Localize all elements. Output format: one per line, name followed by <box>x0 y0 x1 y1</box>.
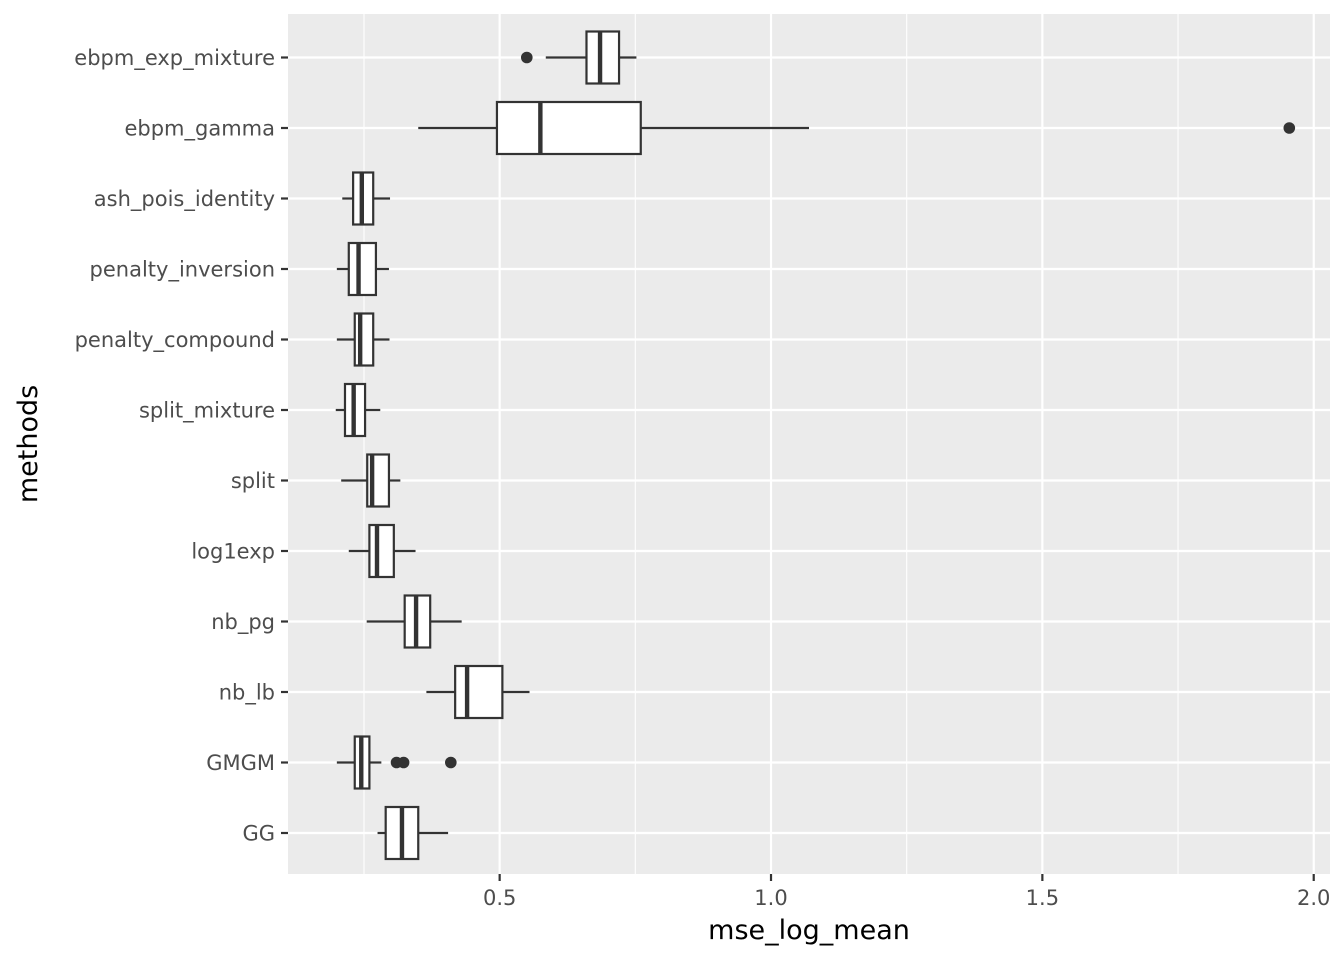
iqr-box <box>347 241 378 297</box>
y-tick-label: split <box>231 469 275 493</box>
iqr-box <box>353 312 375 367</box>
box-GMGM <box>336 735 457 790</box>
y-tick-label: penalty_compound <box>75 328 275 353</box>
box-log1exp <box>348 523 416 579</box>
x-tick-label: 1.0 <box>754 886 787 910</box>
box-ash_pois_identity <box>342 171 391 226</box>
box-split <box>341 453 401 508</box>
box-nb_lb <box>426 664 530 720</box>
y-tick-label: log1exp <box>191 540 275 564</box>
y-tick-label: ebpm_gamma <box>124 117 275 142</box>
x-tick-label: 2.0 <box>1297 886 1330 910</box>
y-axis: ebpm_exp_mixture ebpm_gamma ash_pois_ident… <box>74 46 288 846</box>
outlier-point <box>1283 122 1296 134</box>
iqr-box <box>495 100 642 156</box>
box-ebpm_exp_mixture <box>520 30 637 85</box>
box-series <box>335 30 1296 861</box>
box-GG <box>377 805 449 861</box>
box-penalty_inversion <box>336 241 389 297</box>
outlier-point <box>445 756 457 769</box>
iqr-box <box>454 664 504 720</box>
box-ebpm_gamma <box>418 100 1296 156</box>
y-tick-label: ebpm_exp_mixture <box>74 46 275 71</box>
y-tick-label: GMGM <box>206 751 275 775</box>
y-tick-label: nb_lb <box>219 681 275 706</box>
outlier-point <box>520 51 533 64</box>
x-tick-label: 0.5 <box>483 886 516 910</box>
plot-panel <box>288 14 1330 874</box>
major-grid <box>288 14 1330 874</box>
y-tick-label: penalty_inversion <box>90 258 275 283</box>
y-tick-label: ash_pois_identity <box>94 187 275 212</box>
y-tick-label: split_mixture <box>139 399 275 424</box>
y-tick-label: GG <box>242 822 275 846</box>
iqr-box <box>368 523 395 579</box>
box-penalty_compound <box>336 312 390 367</box>
x-axis-title: mse_log_mean <box>708 915 910 946</box>
iqr-box <box>585 30 621 85</box>
x-axis: 0.5 1.0 1.5 2.0 <box>483 874 1330 910</box>
y-axis-title: methods <box>13 385 44 503</box>
box-split_mixture <box>335 382 381 438</box>
box-nb_pg <box>366 594 462 649</box>
x-tick-label: 1.5 <box>1026 886 1059 910</box>
y-tick-label: nb_pg <box>211 610 275 635</box>
minor-grid <box>363 14 1179 874</box>
outlier-point <box>397 756 410 769</box>
